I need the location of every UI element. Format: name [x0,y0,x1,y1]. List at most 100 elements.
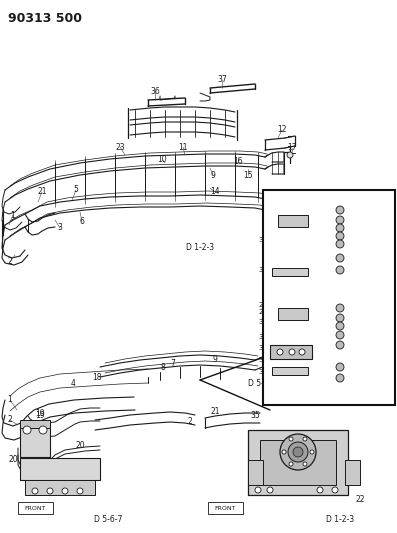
Bar [272,367,308,375]
Text: 7: 7 [171,359,175,367]
Text: 29: 29 [381,333,390,339]
Bar [20,422,50,457]
Text: 9: 9 [210,171,216,180]
Circle shape [299,349,305,355]
Circle shape [289,437,293,441]
Bar [278,308,308,320]
Bar [248,460,263,485]
Text: 20: 20 [8,456,18,464]
Circle shape [336,240,344,248]
Text: 9: 9 [212,356,218,365]
Text: 19: 19 [35,408,45,417]
Text: 1: 1 [8,395,12,405]
Text: D 1-2-3: D 1-2-3 [186,244,214,253]
Bar [248,430,348,495]
Circle shape [336,304,344,312]
Circle shape [336,216,344,224]
Circle shape [303,462,307,466]
Circle shape [317,487,323,493]
Circle shape [310,450,314,454]
Text: 37: 37 [217,76,227,85]
Circle shape [47,488,53,494]
Text: 90313 500: 90313 500 [8,12,82,25]
Text: 24: 24 [381,209,390,215]
Circle shape [336,314,344,322]
Bar [18,502,53,514]
Text: 5: 5 [73,185,79,195]
Text: 32: 32 [258,357,267,363]
Circle shape [277,349,283,355]
Text: 25: 25 [258,302,267,308]
Bar [345,460,360,485]
Text: 27: 27 [381,234,390,240]
Text: 26: 26 [381,315,390,321]
Text: 8: 8 [161,362,166,372]
Text: W/6" RAIL: W/6" RAIL [310,287,348,296]
Circle shape [336,266,344,274]
Circle shape [288,442,308,462]
Circle shape [336,206,344,214]
Text: 14: 14 [210,188,220,197]
Bar [260,440,336,485]
Text: 19: 19 [33,429,43,438]
Text: 30: 30 [381,345,390,351]
Circle shape [263,358,273,368]
Bar [20,458,100,480]
Text: 28: 28 [258,309,267,315]
Circle shape [280,434,316,470]
Text: 26: 26 [381,226,390,232]
Text: 21: 21 [210,407,220,416]
Text: 28: 28 [261,204,270,210]
Text: 11: 11 [178,142,188,151]
Text: 2: 2 [8,416,12,424]
Text: 35: 35 [250,410,260,419]
Text: 29: 29 [381,243,390,249]
Bar [263,190,395,405]
Circle shape [336,232,344,240]
Circle shape [32,488,38,494]
Bar [278,215,308,227]
Circle shape [336,363,344,371]
Circle shape [77,488,83,494]
Circle shape [289,462,293,466]
Circle shape [336,331,344,339]
Circle shape [293,447,303,457]
Text: 19: 19 [35,410,45,419]
Text: FRONT: FRONT [214,505,236,511]
Text: FRONT: FRONT [24,505,46,511]
Text: 18: 18 [92,373,102,382]
Circle shape [287,152,293,158]
Circle shape [267,487,273,493]
Bar [20,420,50,428]
Bar [25,480,95,495]
Text: 20: 20 [75,440,85,449]
Text: 24: 24 [381,305,390,311]
Text: 3: 3 [58,223,62,232]
Text: 1: 1 [11,211,15,220]
Text: 36: 36 [150,86,160,95]
Text: 16: 16 [233,157,243,166]
Text: 25: 25 [381,369,390,375]
Text: 2: 2 [8,257,12,266]
Text: 31: 31 [258,267,267,273]
Text: 31: 31 [258,334,267,340]
Text: 12: 12 [277,125,287,134]
Circle shape [289,349,295,355]
Text: D 5-6-7: D 5-6-7 [94,515,122,524]
Circle shape [336,224,344,232]
Circle shape [336,341,344,349]
Circle shape [336,322,344,330]
Text: 31: 31 [258,369,267,375]
Text: 6: 6 [79,217,85,227]
Circle shape [39,426,47,434]
Text: D 1-2-3: D 1-2-3 [326,515,354,524]
Text: D 5-6: D 5-6 [248,378,268,387]
Text: 17: 17 [287,143,297,152]
Text: 4: 4 [71,378,75,387]
Circle shape [23,426,31,434]
Bar [270,345,312,359]
Circle shape [255,487,261,493]
Text: 15: 15 [243,171,253,180]
Text: 2: 2 [188,417,193,426]
Text: 25: 25 [381,268,390,274]
